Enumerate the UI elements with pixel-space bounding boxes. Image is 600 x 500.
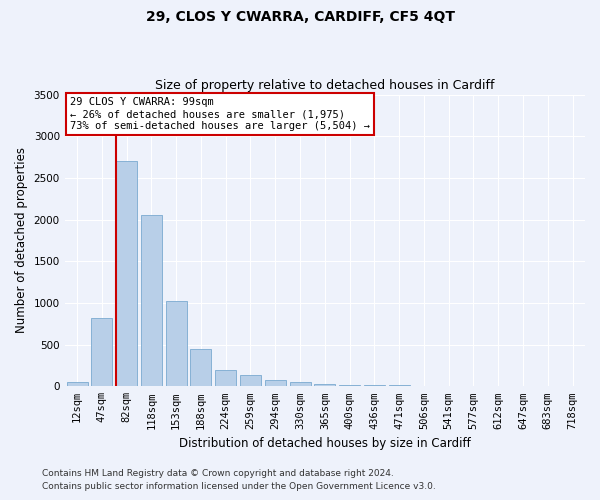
Title: Size of property relative to detached houses in Cardiff: Size of property relative to detached ho… bbox=[155, 79, 494, 92]
Bar bbox=[290, 382, 311, 386]
Bar bbox=[141, 216, 162, 386]
Bar bbox=[116, 161, 137, 386]
Bar bbox=[166, 302, 187, 386]
Text: 29, CLOS Y CWARRA, CARDIFF, CF5 4QT: 29, CLOS Y CWARRA, CARDIFF, CF5 4QT bbox=[146, 10, 455, 24]
Bar bbox=[314, 384, 335, 386]
Bar bbox=[190, 349, 211, 387]
Bar bbox=[339, 384, 360, 386]
Bar bbox=[240, 376, 261, 386]
Text: 29 CLOS Y CWARRA: 99sqm
← 26% of detached houses are smaller (1,975)
73% of semi: 29 CLOS Y CWARRA: 99sqm ← 26% of detache… bbox=[70, 98, 370, 130]
X-axis label: Distribution of detached houses by size in Cardiff: Distribution of detached houses by size … bbox=[179, 437, 471, 450]
Text: Contains public sector information licensed under the Open Government Licence v3: Contains public sector information licen… bbox=[42, 482, 436, 491]
Bar bbox=[91, 318, 112, 386]
Bar bbox=[265, 380, 286, 386]
Bar bbox=[364, 385, 385, 386]
Bar bbox=[67, 382, 88, 386]
Y-axis label: Number of detached properties: Number of detached properties bbox=[15, 148, 28, 334]
Bar bbox=[215, 370, 236, 386]
Text: Contains HM Land Registry data © Crown copyright and database right 2024.: Contains HM Land Registry data © Crown c… bbox=[42, 468, 394, 477]
